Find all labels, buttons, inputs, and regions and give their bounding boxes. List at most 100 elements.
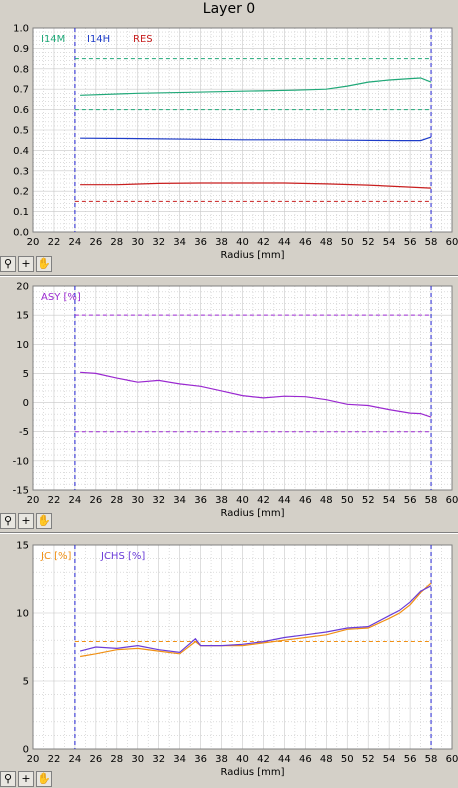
x-tick-label: 56 <box>404 754 417 765</box>
x-tick-label: 28 <box>110 237 123 248</box>
x-tick-label: 30 <box>131 237 144 248</box>
x-tick-label: 30 <box>131 495 144 506</box>
chart-panel-1: 0.0 0.1 0.2 0.3 0.4 0.5 0.6 0.7 0.8 0.9 1.0 20 22 24 2… <box>13 24 458 262</box>
y-tick-label: 0.4 <box>13 146 29 157</box>
x-tick-label: 58 <box>425 754 438 765</box>
x-tick-label: 50 <box>341 495 354 506</box>
y-tick-label: 10 <box>16 340 29 351</box>
x-tick-label: 32 <box>152 237 165 248</box>
y-tick-label: -5 <box>19 427 29 438</box>
hand-icon[interactable]: ✋ <box>36 256 52 272</box>
x-tick-label: 38 <box>215 495 228 506</box>
series-line <box>79 585 432 654</box>
x-tick-label: 40 <box>236 237 249 248</box>
y-tick-label: 1.0 <box>13 24 29 35</box>
x-tick-label: 34 <box>173 237 186 248</box>
y-tick-label: 5 <box>23 677 29 688</box>
hand-icon[interactable]: ✋ <box>36 513 52 529</box>
y-tick-label: 0.8 <box>13 64 29 75</box>
y-tick-label: 0.2 <box>13 187 29 198</box>
panel-separator <box>0 275 458 277</box>
legend-entry: I14H <box>87 34 110 45</box>
y-tick-label: 20 <box>16 282 29 293</box>
plot-border <box>32 27 453 233</box>
x-tick-label: 54 <box>383 495 396 506</box>
y-tick-label: 0.6 <box>13 105 29 116</box>
y-tick-label: 5 <box>23 369 29 380</box>
x-tick-label: 50 <box>341 754 354 765</box>
x-tick-label: 22 <box>48 754 61 765</box>
legend-entry: I14M <box>41 34 65 45</box>
x-tick-label: 30 <box>131 754 144 765</box>
x-tick-label: 20 <box>27 754 40 765</box>
x-tick-label: 24 <box>69 495 82 506</box>
magnifier-icon[interactable]: ⚲ <box>0 256 16 272</box>
x-tick-label: 38 <box>215 237 228 248</box>
crosshair-icon[interactable]: + <box>18 513 34 529</box>
y-tick-label: -10 <box>13 456 29 467</box>
magnifier-icon[interactable]: ⚲ <box>0 771 16 787</box>
crosshair-icon[interactable]: + <box>18 771 34 787</box>
x-tick-label: 20 <box>27 495 40 506</box>
x-tick-label: 52 <box>362 237 375 248</box>
x-tick-label: 26 <box>89 754 102 765</box>
x-axis-label: Radius [mm] <box>221 767 285 778</box>
x-tick-label: 54 <box>383 754 396 765</box>
x-tick-label: 28 <box>110 754 123 765</box>
x-tick-label: 54 <box>383 237 396 248</box>
crosshair-icon[interactable]: + <box>18 256 34 272</box>
x-tick-label: 26 <box>89 237 102 248</box>
y-tick-label: 0.7 <box>13 85 29 96</box>
x-tick-label: 58 <box>425 237 438 248</box>
x-tick-label: 32 <box>152 495 165 506</box>
magnifier-icon[interactable]: ⚲ <box>0 513 16 529</box>
plot-border <box>32 544 453 750</box>
x-tick-label: 28 <box>110 495 123 506</box>
series-line <box>80 182 432 189</box>
chart-panel-2: -15 -10 -5 0 5 10 15 20 20 22 24 26 28 30 32 34 36 38 40 42… <box>13 282 458 520</box>
x-tick-label: 42 <box>257 754 270 765</box>
y-tick-label: 0 <box>23 745 29 756</box>
x-tick-label: 36 <box>194 495 207 506</box>
x-tick-label: 56 <box>404 237 417 248</box>
x-tick-label: 34 <box>173 495 186 506</box>
x-tick-label: 42 <box>257 237 270 248</box>
x-tick-label: 34 <box>173 754 186 765</box>
x-tick-label: 38 <box>215 754 228 765</box>
x-tick-label: 60 <box>446 495 458 506</box>
x-tick-label: 48 <box>320 237 333 248</box>
x-tick-label: 50 <box>341 237 354 248</box>
x-tick-label: 20 <box>27 237 40 248</box>
x-tick-label: 22 <box>48 237 61 248</box>
x-tick-label: 36 <box>194 237 207 248</box>
y-tick-label: -15 <box>13 486 29 497</box>
y-tick-label: 0 <box>23 398 29 409</box>
y-tick-label: 10 <box>16 609 29 620</box>
x-tick-label: 24 <box>69 237 82 248</box>
window-title: Layer 0 <box>202 1 256 17</box>
x-tick-label: 52 <box>362 754 375 765</box>
x-tick-label: 44 <box>278 237 291 248</box>
chart-panel-3: 0 5 10 15 20 22 24 26 28 30 32 34 36 38 40 42 44 46 48 50 52… <box>16 541 458 779</box>
x-tick-label: 36 <box>194 754 207 765</box>
x-tick-label: 26 <box>89 495 102 506</box>
y-tick-label: 15 <box>16 311 29 322</box>
x-tick-label: 44 <box>278 495 291 506</box>
hand-icon[interactable]: ✋ <box>36 771 52 787</box>
x-tick-label: 52 <box>362 495 375 506</box>
x-tick-label: 44 <box>278 754 291 765</box>
x-axis-label: Radius [mm] <box>221 250 285 261</box>
x-tick-label: 56 <box>404 495 417 506</box>
series-line <box>80 77 432 96</box>
x-axis-label: Radius [mm] <box>221 508 285 519</box>
x-tick-label: 46 <box>299 495 312 506</box>
y-tick-label: 0.3 <box>13 166 29 177</box>
x-tick-label: 46 <box>299 237 312 248</box>
legend-entry: JC [%] <box>40 551 72 562</box>
legend-entry: JCHS [%] <box>100 551 145 562</box>
x-tick-label: 58 <box>425 495 438 506</box>
series-line <box>80 136 432 142</box>
y-tick-label: 0.0 <box>13 228 29 239</box>
x-tick-label: 24 <box>69 754 82 765</box>
x-tick-label: 60 <box>446 754 458 765</box>
